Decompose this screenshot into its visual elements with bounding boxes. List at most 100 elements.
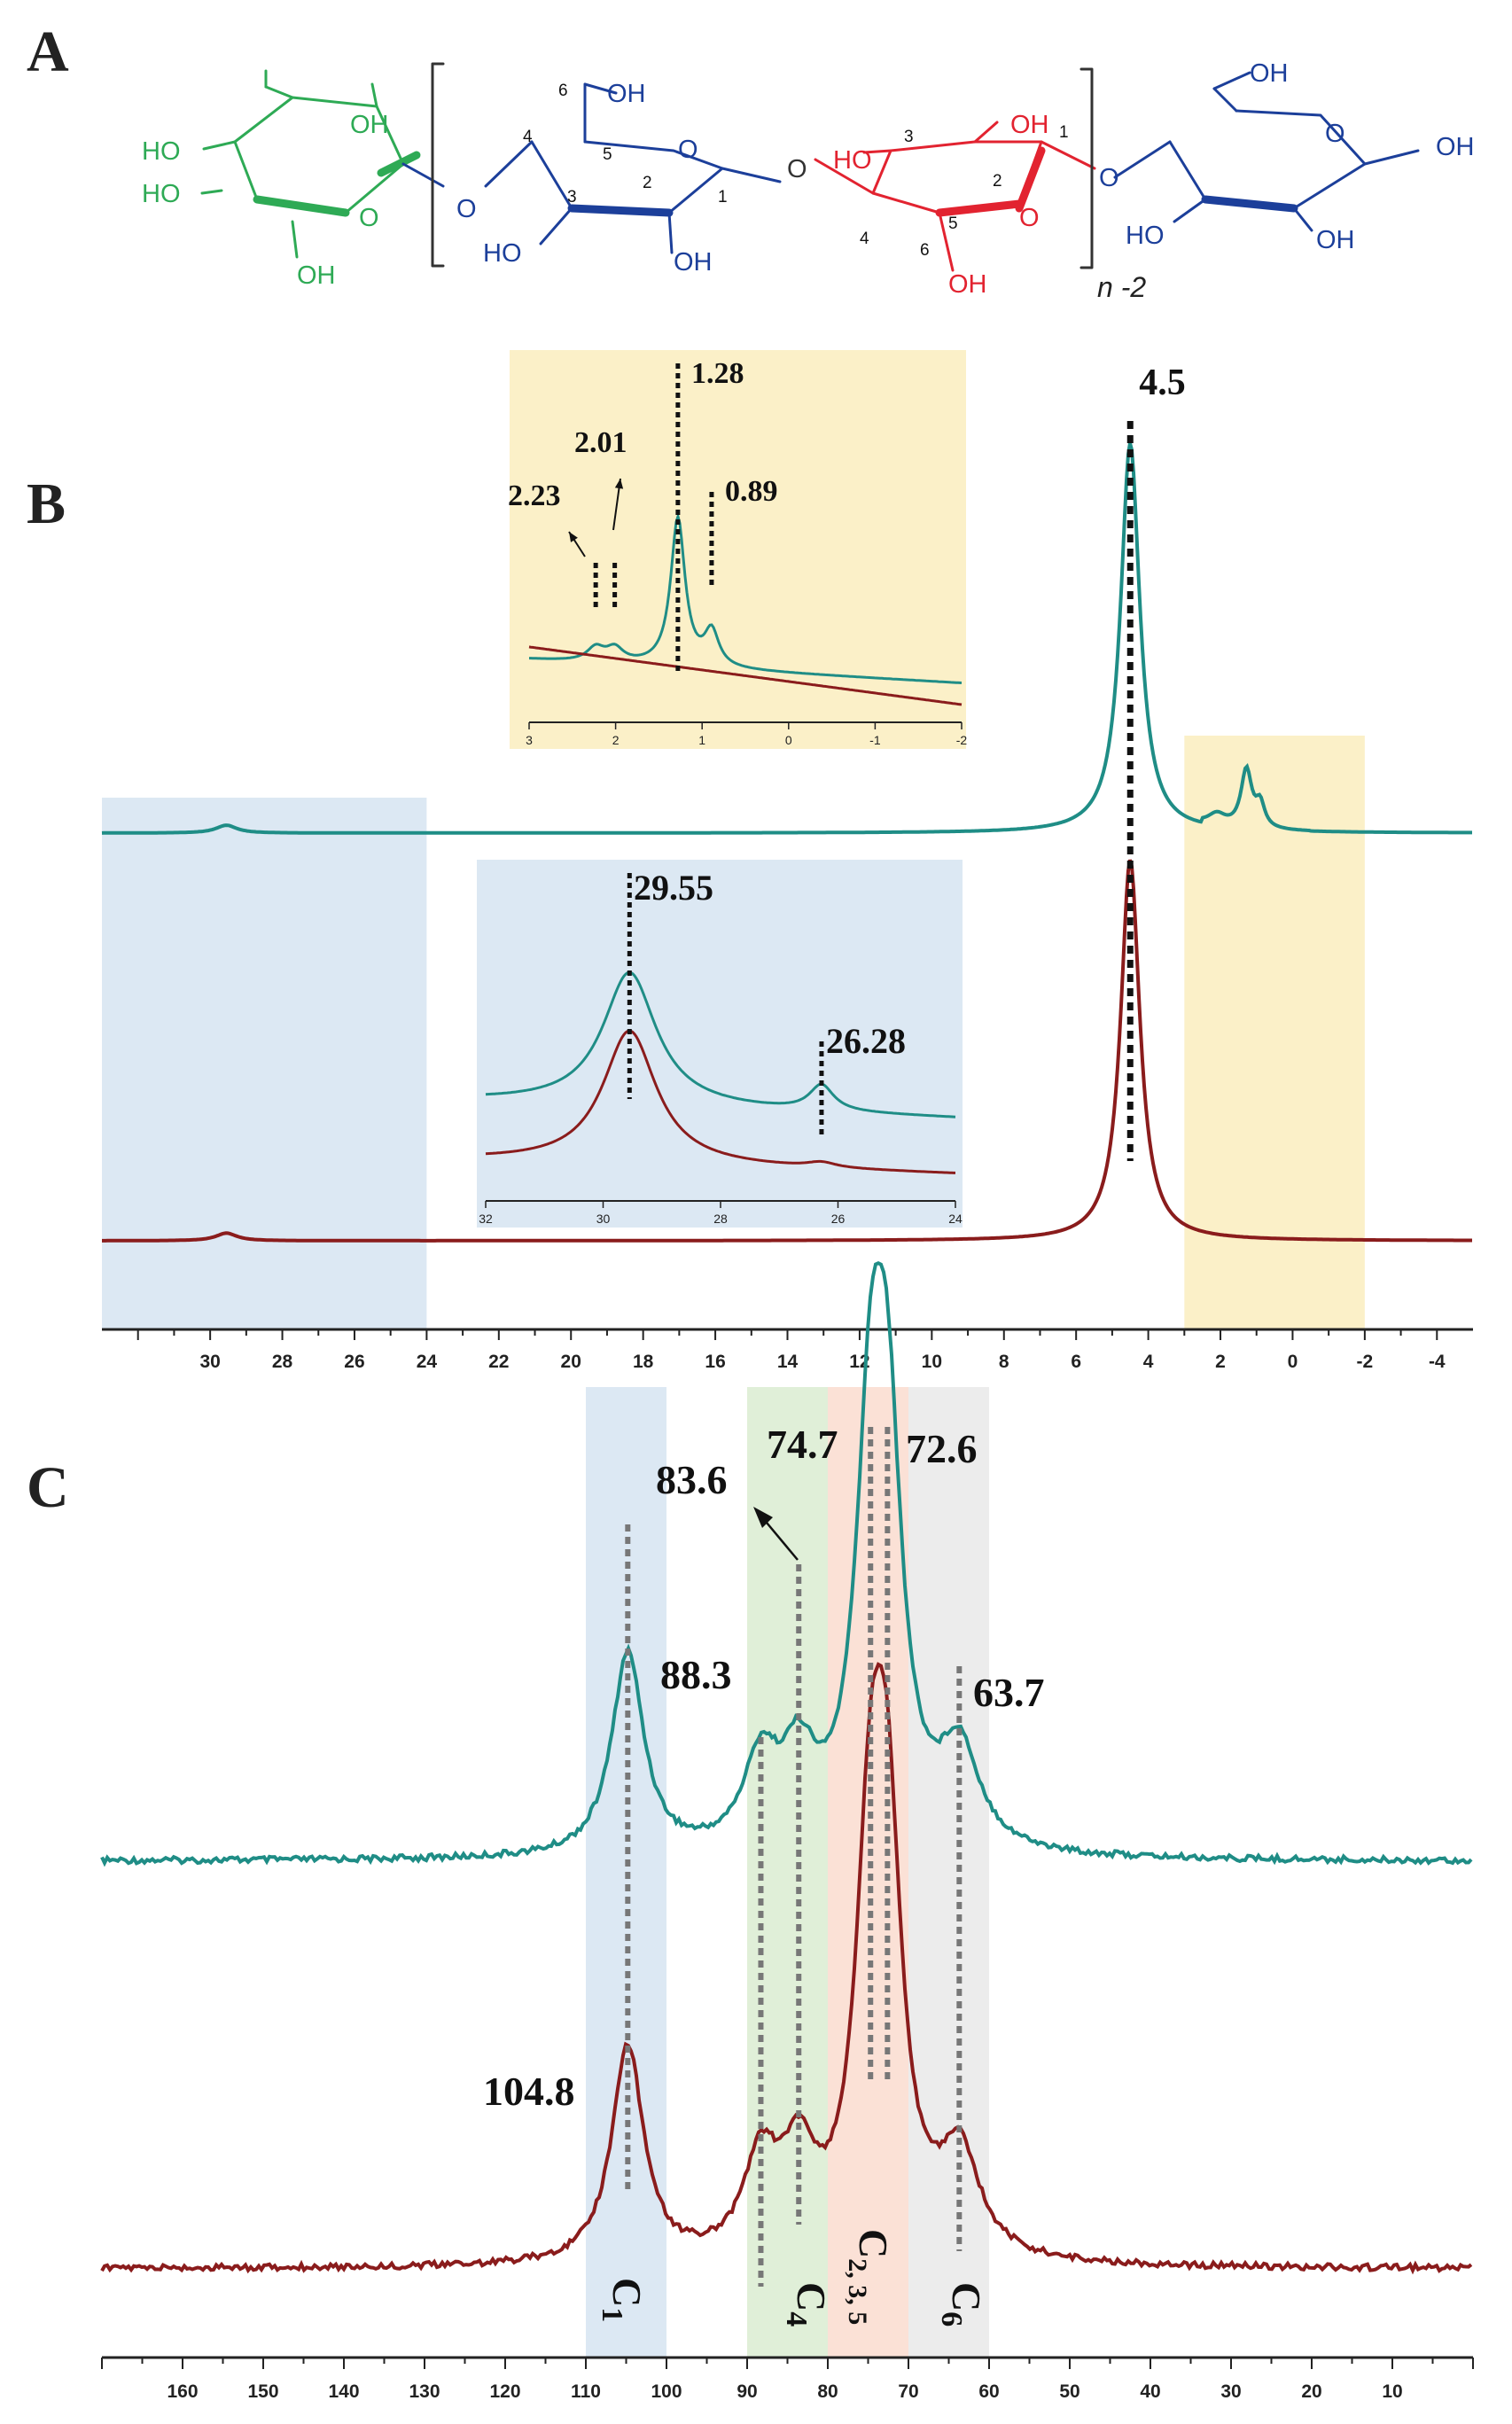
band-label: C6 (935, 2282, 989, 2327)
carbon-number: 2 (643, 174, 652, 192)
inset-peak-label: 26.28 (826, 1021, 906, 1061)
inset-spectrum-line (485, 1029, 955, 1174)
x-tick-label: 18 (633, 1352, 654, 1372)
assignment-band (828, 1387, 908, 2358)
x-tick-label: 22 (488, 1352, 509, 1372)
arrow-head (614, 479, 624, 489)
inset-tick-label: 32 (479, 1212, 493, 1226)
label-ring-o: O (359, 204, 379, 232)
panel-label-b: B (27, 472, 66, 536)
label-glycosidic-o: O (456, 195, 477, 223)
green-glucose-ring (200, 69, 421, 259)
carbon-number: 1 (1059, 123, 1069, 142)
label-oh: OH (607, 80, 646, 108)
x-tick-label: 14 (777, 1352, 799, 1372)
carbon-number: 4 (860, 230, 869, 248)
inset-spectrum-line (528, 645, 963, 706)
label-glycosidic-o: O (787, 155, 807, 183)
blue-glucose-ring-1 (484, 82, 782, 254)
carbon-number: 6 (558, 82, 568, 100)
x-tick-label: 6 (1071, 1352, 1081, 1372)
spectrum-line (100, 1662, 1473, 2275)
x-tick-label: 20 (561, 1352, 581, 1372)
x-tick-label: 70 (898, 2381, 918, 2402)
repeat-subscript: n -2 (1097, 271, 1146, 303)
peak-label: 74.7 (767, 1422, 838, 1467)
peak-label: 4.5 (1139, 362, 1186, 403)
peak-label: 72.6 (906, 1426, 978, 1471)
arrow-head (569, 532, 578, 542)
x-tick-label: 30 (199, 1352, 220, 1372)
label-ho: HO (142, 180, 181, 208)
x-tick-label: 28 (272, 1352, 293, 1372)
band-label: C2, 3, 5 (843, 2229, 896, 2325)
panel-label-c: C (27, 1455, 69, 1520)
inset-background (510, 350, 966, 749)
x-tick-label: 140 (328, 2381, 359, 2402)
peak-label: 83.6 (656, 1457, 728, 1502)
x-tick-label: 0 (1288, 1352, 1298, 1372)
x-tick-label: -2 (1357, 1352, 1374, 1372)
inset-spectrum-line (529, 511, 963, 684)
label-oh: OH (1316, 226, 1355, 254)
x-tick-label: 80 (817, 2381, 838, 2402)
inset-peak-label: 1.28 (691, 357, 744, 390)
band-label: C1 (596, 2278, 650, 2322)
label-oh: OH (1436, 133, 1475, 161)
band-label-sub: 4 (780, 2311, 813, 2327)
label-oh: OH (674, 248, 713, 277)
carbon-number: 3 (567, 188, 577, 207)
peak-label: 88.3 (660, 1652, 732, 1697)
band-label: C4 (780, 2282, 834, 2327)
structure-labels: HO HO OH OH O O OH HO OH O O HO OH OH O … (142, 59, 1475, 303)
band-label-main: C (944, 2282, 989, 2311)
carbon-number: 3 (904, 128, 914, 146)
inset-tick-label: 24 (948, 1212, 963, 1226)
band-label-sub: 1 (596, 2307, 628, 2322)
inset-peak-label: 2.01 (574, 426, 627, 459)
band-label-main: C (851, 2229, 896, 2258)
inset-tick-label: 3 (526, 733, 533, 747)
x-tick-label: 4 (1143, 1352, 1154, 1372)
x-tick-label: 16 (705, 1352, 725, 1372)
x-tick-label: 8 (999, 1352, 1009, 1372)
blue-glucose-ring-2 (1113, 71, 1420, 232)
panel-label-a: A (27, 19, 69, 84)
inset-peak-label: 2.23 (508, 479, 561, 512)
band-label-sub: 6 (935, 2311, 968, 2327)
label-oh: OH (1250, 59, 1289, 88)
x-tick-label: 10 (922, 1352, 942, 1372)
x-tick-label: 30 (1220, 2381, 1241, 2402)
cellulose-structure (200, 62, 1420, 272)
red-glucose-ring (814, 121, 1096, 272)
arrow-head (753, 1507, 773, 1528)
inset-tick-label: 30 (596, 1212, 611, 1226)
x-tick-label: 24 (417, 1352, 438, 1372)
inset-peak-label: 0.89 (725, 475, 778, 508)
panel-b-h-nmr: 4.530 28 26 24 22 20 18 16 14 12 10 8 6 4 2 0 -2 -43 2 1 0 -1… (101, 350, 1473, 1372)
carbon-number: 6 (920, 241, 930, 260)
x-tick-label: 26 (344, 1352, 364, 1372)
spectrum-line (102, 859, 1472, 1243)
label-ring-o: O (678, 136, 698, 164)
carbon-number: 1 (718, 188, 728, 207)
carbon-number: 5 (603, 145, 612, 164)
x-tick-label: 10 (1382, 2381, 1402, 2402)
inset-tick-label: -1 (869, 733, 881, 747)
x-tick-label: 160 (167, 2381, 198, 2402)
carbon-number: 2 (993, 172, 1002, 191)
x-tick-label: 40 (1140, 2381, 1160, 2402)
carbon-number: 4 (523, 128, 533, 146)
inset-tick-label: -2 (956, 733, 968, 747)
label-ho: HO (483, 239, 522, 268)
label-glycosidic-o: O (1099, 164, 1119, 192)
label-ho: HO (142, 137, 181, 166)
x-tick-label: 120 (489, 2381, 520, 2402)
inset-tick-label: 2 (612, 733, 620, 747)
arrow-line (761, 1516, 799, 1561)
label-oh: OH (948, 270, 987, 299)
label-oh: OH (350, 111, 389, 139)
x-tick-label: 60 (978, 2381, 999, 2402)
inset-alkyl: 32 30 28 26 24 29.55 26.28 (477, 860, 963, 1228)
